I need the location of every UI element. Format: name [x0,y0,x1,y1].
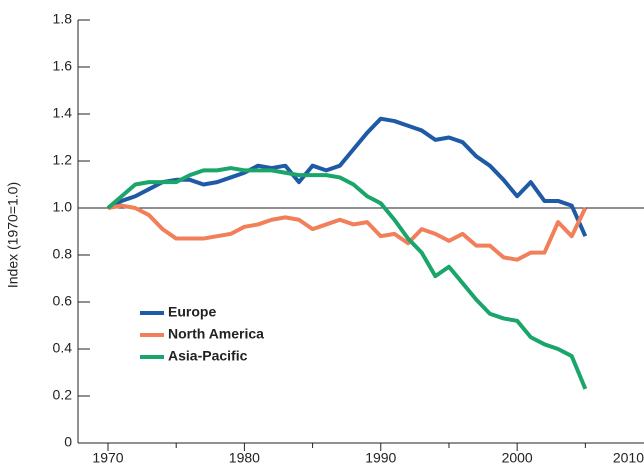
legend-label: Asia-Pacific [168,348,248,364]
x-tick-label: 2000 [502,450,533,466]
x-tick-label: 1990 [365,450,396,466]
series-line [107,203,588,262]
y-tick-label: 0.2 [53,387,73,403]
y-axis-label: Index (1970=1.0) [5,182,21,288]
y-tick-label: 1.6 [53,58,73,74]
x-tick-label: 1980 [229,450,260,466]
y-tick-label: 1.8 [53,11,73,27]
legend: Europe North America Asia-Pacific [140,304,264,364]
y-tick-label: 0 [64,434,72,450]
legend-label: Europe [168,304,216,320]
series-line [107,116,588,238]
x-tick-label: 1970 [92,450,123,466]
legend-label: North America [168,326,264,342]
y-tick-label: 0.4 [53,340,73,356]
y-tick-label: 0.6 [53,293,73,309]
x-tick-label: 2010 [613,450,644,466]
series-line [106,166,588,390]
y-tick-label: 1.0 [53,199,73,215]
y-tick-label: 1.2 [53,152,73,168]
y-tick-label: 0.8 [53,246,73,262]
y-tick-label: 1.4 [53,105,73,121]
